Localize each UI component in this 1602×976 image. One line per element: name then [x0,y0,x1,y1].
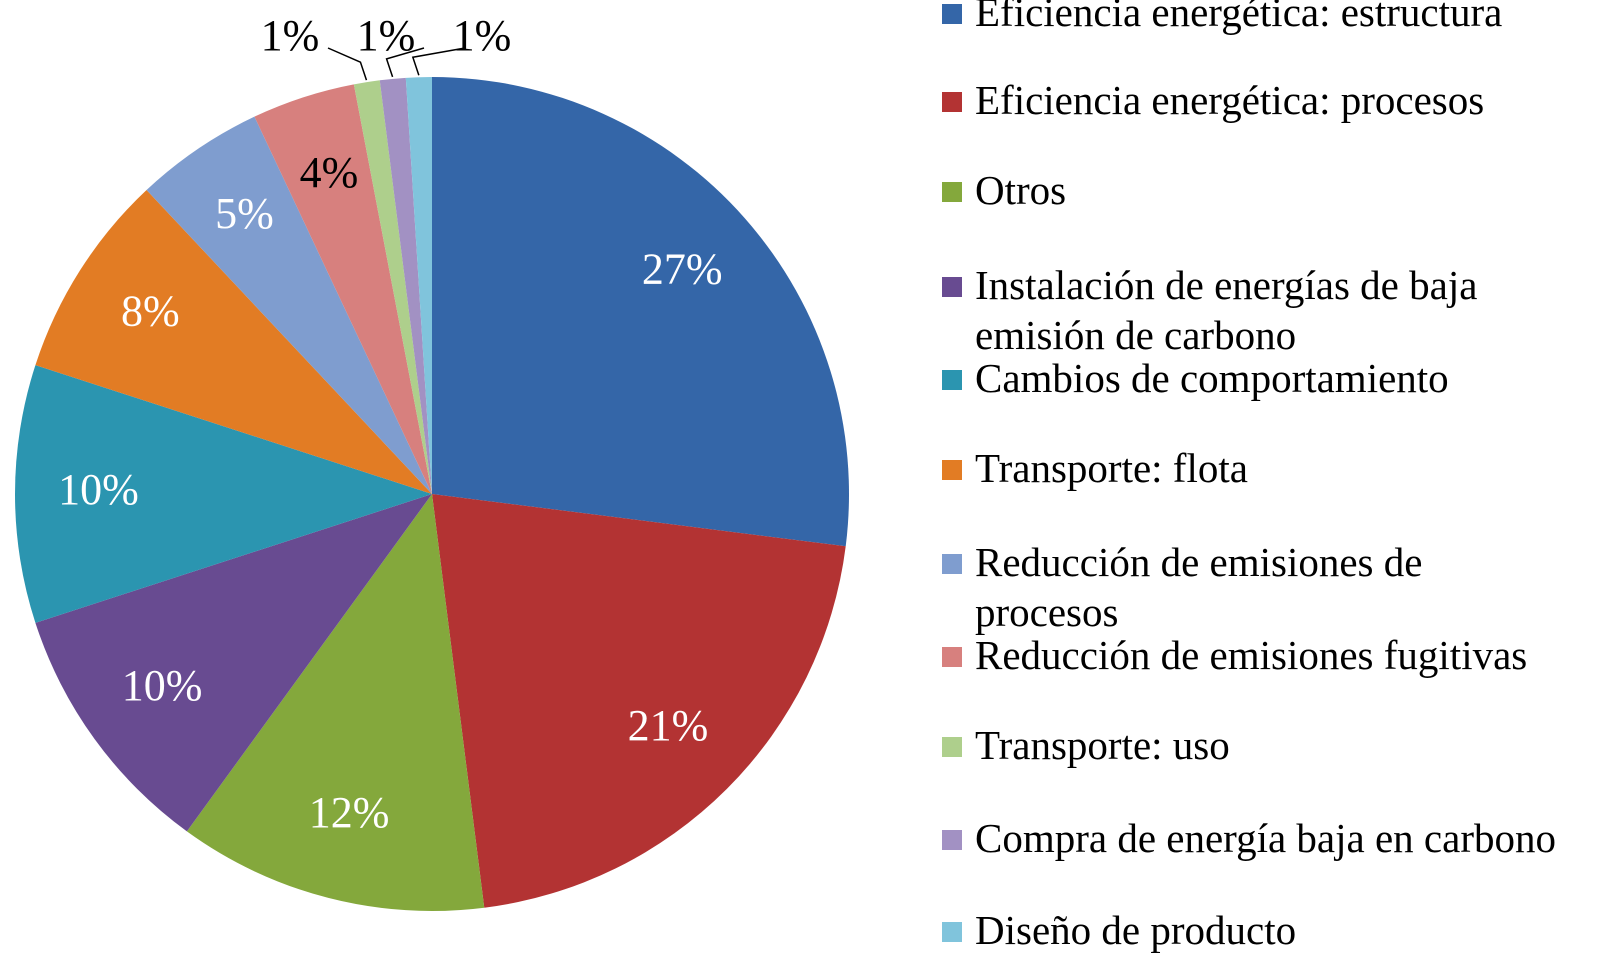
leader-line [411,47,466,76]
data-label: 8% [121,286,180,335]
data-label: 10% [58,465,139,514]
data-label: 1% [453,11,512,60]
pie-slice [432,77,850,547]
pie-slice [405,77,432,494]
pie-slice [186,494,485,912]
legend-swatch [942,370,962,390]
legend-label: Otros [975,167,1067,213]
pie-slice [379,77,432,495]
legend-swatch [942,92,962,112]
pie-slice [35,494,433,832]
legend-label: Transporte: uso [975,722,1230,768]
pie-slice [35,190,433,494]
data-label: 21% [628,701,709,750]
data-label: 5% [215,189,274,238]
pie-chart: 27% 21% 12% 10% 10% 8% 5% 4% 1% 1% 1% [14,11,850,912]
pie-slice [432,494,846,908]
data-label: 4% [300,148,359,197]
leader-line [385,47,425,78]
data-label: 12% [309,788,390,837]
pie-slice [14,365,433,623]
legend-swatch [942,277,962,297]
legend-label: Reducción de emisiones fugitivas [975,632,1528,678]
legend-label: Eficiencia energética: procesos [975,77,1485,123]
legend-label: Compra de energía baja en carbono [975,815,1556,861]
legend-label: Instalación de energías de baja emisión … [975,262,1478,358]
legend-swatch [942,182,962,202]
legend-swatch [942,554,962,574]
legend-swatch [942,647,962,667]
data-label: 27% [642,244,723,293]
legend-label: Transporte: flota [975,445,1248,491]
pie-slice [146,116,432,494]
legend-swatch [942,460,962,480]
legend-label: Cambios de comportamiento [975,355,1449,401]
leader-line [327,47,368,81]
legend-label: Diseño de producto [975,907,1297,953]
legend-label: Reducción de emisiones de procesos [975,539,1423,635]
pie-slice [254,84,432,494]
legend-swatch [942,4,962,24]
legend-swatch [942,922,962,942]
legend-swatch [942,737,962,757]
data-label: 1% [261,11,320,60]
legend-label: Eficiencia energética: estructura [975,0,1503,35]
data-label: 1% [357,11,416,60]
data-label: 10% [122,661,203,710]
legend-swatch [942,830,962,850]
pie-slice [353,80,432,494]
